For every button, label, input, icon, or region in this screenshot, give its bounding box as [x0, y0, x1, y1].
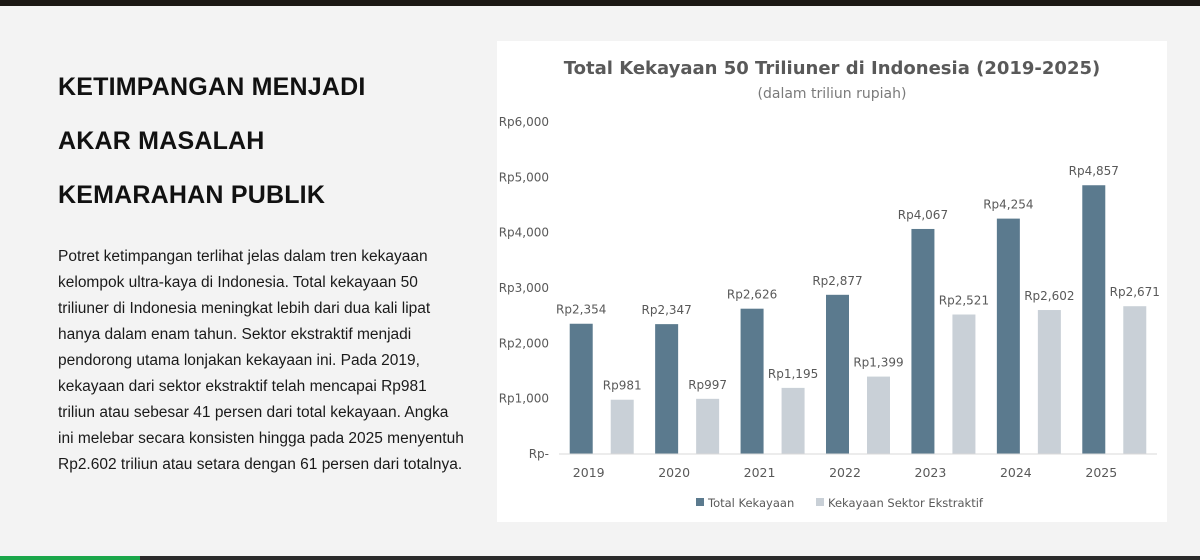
bar-sektor-ekstraktif [610, 399, 634, 454]
bar-total-kekayaan [996, 218, 1020, 454]
x-tick-label: 2023 [915, 465, 947, 480]
heading-line-3: KEMARAHAN PUBLIK [58, 181, 326, 209]
x-tick-label: 2019 [573, 465, 605, 480]
data-label-ekstraktif: Rp2,521 [939, 294, 989, 308]
bar-sektor-ekstraktif [781, 387, 805, 454]
y-tick-label: Rp2,000 [499, 336, 549, 350]
bar-sektor-ekstraktif [952, 314, 976, 454]
data-label-total: Rp4,254 [983, 198, 1033, 212]
wealth-bar-chart: Total Kekayaan 50 Triliuner di Indonesia… [499, 58, 1160, 510]
data-label-total: Rp2,877 [812, 274, 862, 288]
data-label-ekstraktif: Rp1,399 [853, 356, 903, 370]
y-tick-label: Rp5,000 [499, 170, 549, 184]
bar-sektor-ekstraktif [1123, 306, 1147, 454]
data-label-total: Rp2,626 [727, 288, 777, 302]
bar-total-kekayaan [826, 294, 849, 454]
bottom-accent-bar [0, 556, 140, 560]
bars: Rp2,354 Rp981 Rp2,347 Rp997 Rp2,626 Rp1,195 Rp… [556, 164, 1160, 454]
legend-swatch-ekstraktif [816, 498, 824, 506]
bar-total-kekayaan [655, 324, 679, 454]
bar-total-kekayaan [569, 323, 593, 454]
y-tick-label: Rp- [529, 447, 549, 461]
y-tick-label: Rp3,000 [499, 281, 549, 295]
x-axis: 2019 2020 2021 2022 2023 2024 2025 [559, 453, 1157, 480]
top-border [0, 0, 1200, 6]
legend-label-total: Total Kekayaan [707, 496, 794, 510]
data-label-ekstraktif: Rp2,671 [1110, 285, 1160, 299]
chart-subtitle: (dalam triliun rupiah) [758, 86, 907, 102]
chart-panel: Total Kekayaan 50 Triliuner di Indonesia… [497, 41, 1167, 522]
legend-label-ekstraktif: Kekayaan Sektor Ekstraktif [828, 496, 984, 510]
y-tick-label: Rp6,000 [499, 115, 549, 129]
data-label-total: Rp4,067 [898, 208, 948, 222]
data-label-ekstraktif: Rp997 [688, 378, 727, 392]
data-label-ekstraktif: Rp981 [603, 379, 642, 393]
heading-line-2: AKAR MASALAH [58, 127, 265, 155]
bar-sektor-ekstraktif [696, 398, 720, 454]
y-axis: Rp- Rp1,000 Rp2,000 Rp3,000 Rp4,000 Rp5,000 Rp… [499, 115, 549, 461]
data-label-ekstraktif: Rp2,602 [1024, 289, 1074, 303]
y-tick-label: Rp4,000 [499, 226, 549, 240]
x-tick-label: 2021 [744, 465, 776, 480]
heading-line-1: KETIMPANGAN MENJADI [58, 73, 366, 101]
data-label-total: Rp2,347 [641, 303, 691, 317]
bar-sektor-ekstraktif [867, 376, 890, 454]
legend-swatch-total [696, 498, 704, 506]
y-tick-label: Rp1,000 [499, 392, 549, 406]
bar-total-kekayaan [911, 228, 935, 454]
data-label-ekstraktif: Rp1,195 [768, 367, 818, 381]
data-label-total: Rp4,857 [1069, 164, 1119, 178]
bar-total-kekayaan [740, 308, 764, 454]
bar-total-kekayaan [1082, 185, 1106, 454]
x-tick-label: 2020 [658, 465, 690, 480]
data-label-total: Rp2,354 [556, 303, 606, 317]
article-section: KETIMPANGAN MENJADI AKAR MASALAH KEMARAH… [58, 60, 468, 478]
chart-title: Total Kekayaan 50 Triliuner di Indonesia… [564, 58, 1100, 79]
chart-legend: Total Kekayaan Kekayaan Sektor Ekstraktif [696, 496, 984, 510]
bottom-border [0, 556, 1200, 560]
x-tick-label: 2025 [1085, 465, 1117, 480]
article-heading: KETIMPANGAN MENJADI AKAR MASALAH KEMARAH… [58, 60, 468, 222]
bar-sektor-ekstraktif [1037, 310, 1061, 454]
article-body: Potret ketimpangan terlihat jelas dalam … [58, 248, 464, 473]
x-tick-label: 2024 [1000, 465, 1032, 480]
x-tick-label: 2022 [829, 465, 861, 480]
